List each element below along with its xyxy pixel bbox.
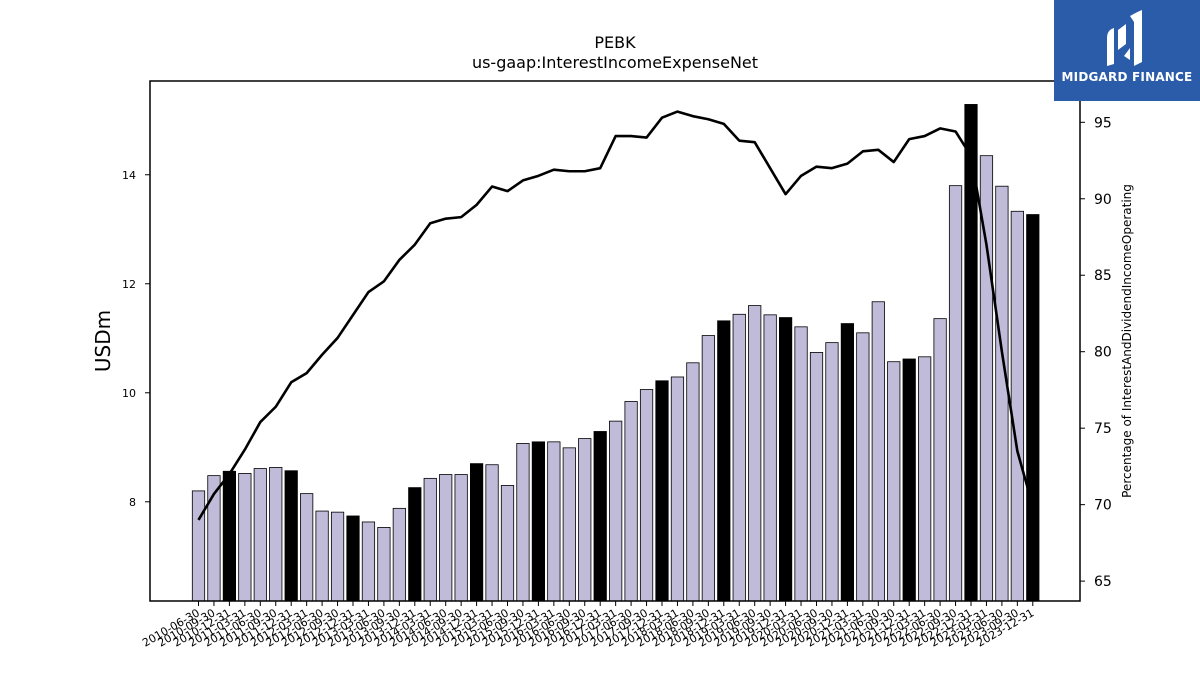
bar bbox=[408, 487, 422, 602]
bar bbox=[856, 332, 870, 602]
bar bbox=[469, 463, 484, 602]
bar bbox=[809, 352, 824, 602]
series-line bbox=[197, 110, 1035, 521]
y2-tick-label: 90 bbox=[1094, 192, 1112, 208]
bar bbox=[377, 527, 391, 602]
bar bbox=[222, 470, 236, 602]
bar bbox=[887, 361, 901, 602]
bar bbox=[763, 314, 777, 602]
bar bbox=[871, 301, 885, 602]
y-tick-label: 10 bbox=[122, 387, 136, 400]
bar bbox=[670, 376, 685, 602]
bar bbox=[485, 464, 499, 602]
y2-tick-label: 95 bbox=[1094, 115, 1112, 131]
bar bbox=[717, 320, 731, 602]
bar bbox=[624, 401, 638, 602]
bar bbox=[655, 380, 669, 602]
y-axis-label: USDm bbox=[91, 310, 115, 372]
bar bbox=[346, 515, 360, 602]
bar bbox=[1026, 214, 1040, 602]
bar bbox=[516, 443, 530, 602]
chart-subtitle: us-gaap:InterestIncomeExpenseNet bbox=[472, 53, 758, 72]
bar bbox=[392, 507, 406, 602]
chart-title: PEBK bbox=[594, 33, 636, 52]
bar bbox=[361, 521, 376, 602]
bar bbox=[253, 468, 267, 602]
bar bbox=[609, 420, 623, 602]
bar bbox=[933, 318, 947, 602]
bar bbox=[300, 493, 314, 602]
bar bbox=[686, 362, 700, 602]
bar bbox=[840, 323, 855, 602]
bar-group bbox=[191, 104, 1040, 602]
bar bbox=[918, 356, 932, 602]
y2-tick-label: 80 bbox=[1094, 345, 1112, 361]
bar bbox=[732, 313, 746, 602]
y2-tick-label: 70 bbox=[1094, 498, 1112, 514]
bar bbox=[578, 438, 592, 602]
y2-tick-label: 65 bbox=[1094, 574, 1112, 590]
line-layer bbox=[197, 110, 1035, 521]
bar bbox=[748, 305, 762, 602]
bar bbox=[500, 485, 515, 602]
bar bbox=[191, 490, 206, 602]
brand-logo: MIDGARD FINANCE bbox=[1054, 0, 1200, 101]
bar bbox=[531, 441, 546, 602]
bar bbox=[238, 473, 252, 602]
bar bbox=[902, 358, 916, 602]
midgard-logo-icon bbox=[1107, 10, 1142, 66]
bar bbox=[701, 335, 715, 602]
bar bbox=[794, 326, 808, 602]
brand-name: MIDGARD FINANCE bbox=[1061, 70, 1193, 84]
bar bbox=[825, 342, 839, 602]
bar bbox=[330, 511, 345, 602]
bar bbox=[1010, 210, 1024, 602]
plot-frame bbox=[149, 80, 1081, 602]
y2-tick-label: 85 bbox=[1094, 268, 1112, 284]
left-axis: 8 10 12 14 bbox=[122, 169, 150, 509]
bar bbox=[948, 185, 963, 602]
y-tick-label: 12 bbox=[122, 278, 136, 291]
bar bbox=[547, 441, 561, 602]
y-tick-label: 8 bbox=[129, 496, 136, 509]
bar bbox=[562, 447, 576, 602]
bar bbox=[269, 467, 283, 602]
bar bbox=[995, 185, 1009, 602]
bar bbox=[284, 470, 298, 602]
bar bbox=[593, 431, 607, 602]
bar bbox=[454, 474, 468, 602]
right-axis: 65 70 75 80 85 90 95 bbox=[1080, 115, 1112, 590]
y-tick-label: 14 bbox=[122, 169, 136, 182]
y2-tick-label: 75 bbox=[1094, 421, 1112, 437]
bar bbox=[423, 477, 437, 602]
bar bbox=[779, 317, 793, 602]
bar bbox=[315, 510, 329, 602]
y2-axis-label: Percentage of InterestAndDividendIncomeO… bbox=[1120, 184, 1134, 498]
x-axis: 2010-06-302010-09-302010-12-312011-03-31… bbox=[140, 601, 1036, 650]
bar bbox=[639, 389, 654, 602]
bar bbox=[439, 474, 453, 602]
